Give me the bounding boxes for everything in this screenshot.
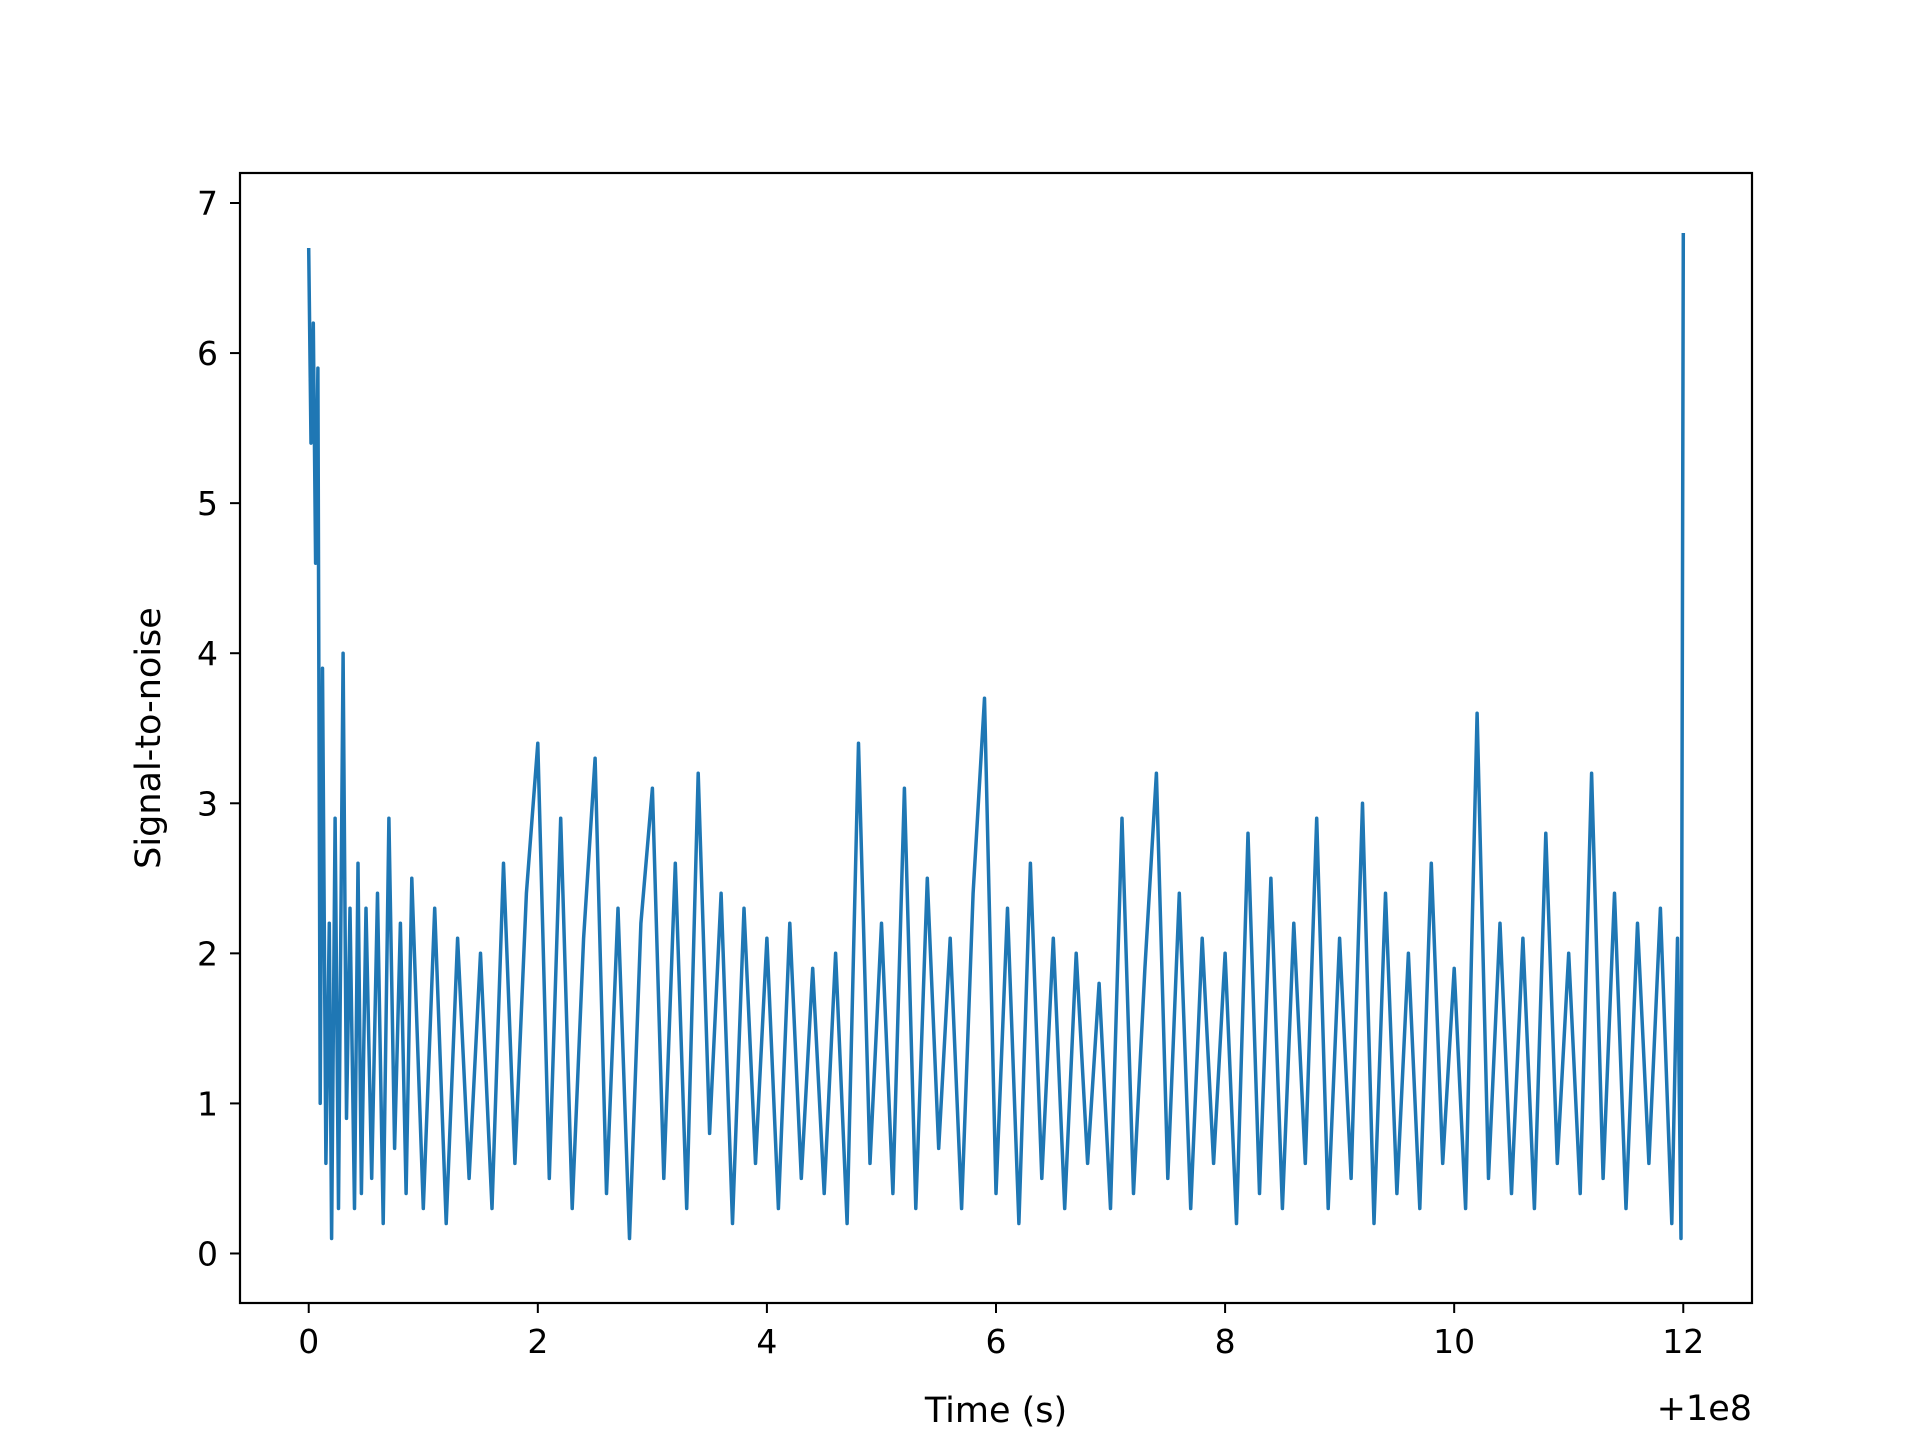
x-tick-label: 6 bbox=[986, 1322, 1007, 1361]
x-tick-label: 4 bbox=[756, 1322, 777, 1361]
x-tick-label: 10 bbox=[1433, 1322, 1475, 1361]
y-tick-label: 5 bbox=[197, 484, 218, 523]
y-tick-label: 1 bbox=[197, 1084, 218, 1123]
y-axis-label: Signal-to-noise bbox=[129, 607, 169, 869]
series-line-0 bbox=[306, 232, 1686, 1241]
y-tick-label: 7 bbox=[197, 184, 218, 223]
y-tick-label: 6 bbox=[197, 334, 218, 373]
x-axis-label: Time (s) bbox=[924, 1391, 1067, 1431]
x-tick-label: 12 bbox=[1662, 1322, 1704, 1361]
x-tick-label: 0 bbox=[298, 1322, 319, 1361]
y-tick-label: 0 bbox=[197, 1234, 218, 1273]
y-tick-label: 2 bbox=[197, 934, 218, 973]
x-axis: 0 2 4 6 8 10 12 bbox=[298, 1303, 1704, 1361]
y-tick-label: 4 bbox=[197, 634, 218, 673]
y-tick-label: 3 bbox=[197, 784, 218, 823]
plot-area bbox=[306, 232, 1686, 1241]
x-offset-label: +1e8 bbox=[1657, 1389, 1752, 1429]
x-tick-label: 8 bbox=[1215, 1322, 1236, 1361]
x-tick-label: 2 bbox=[527, 1322, 548, 1361]
y-axis: 0 1 2 3 4 5 6 7 bbox=[197, 184, 240, 1273]
